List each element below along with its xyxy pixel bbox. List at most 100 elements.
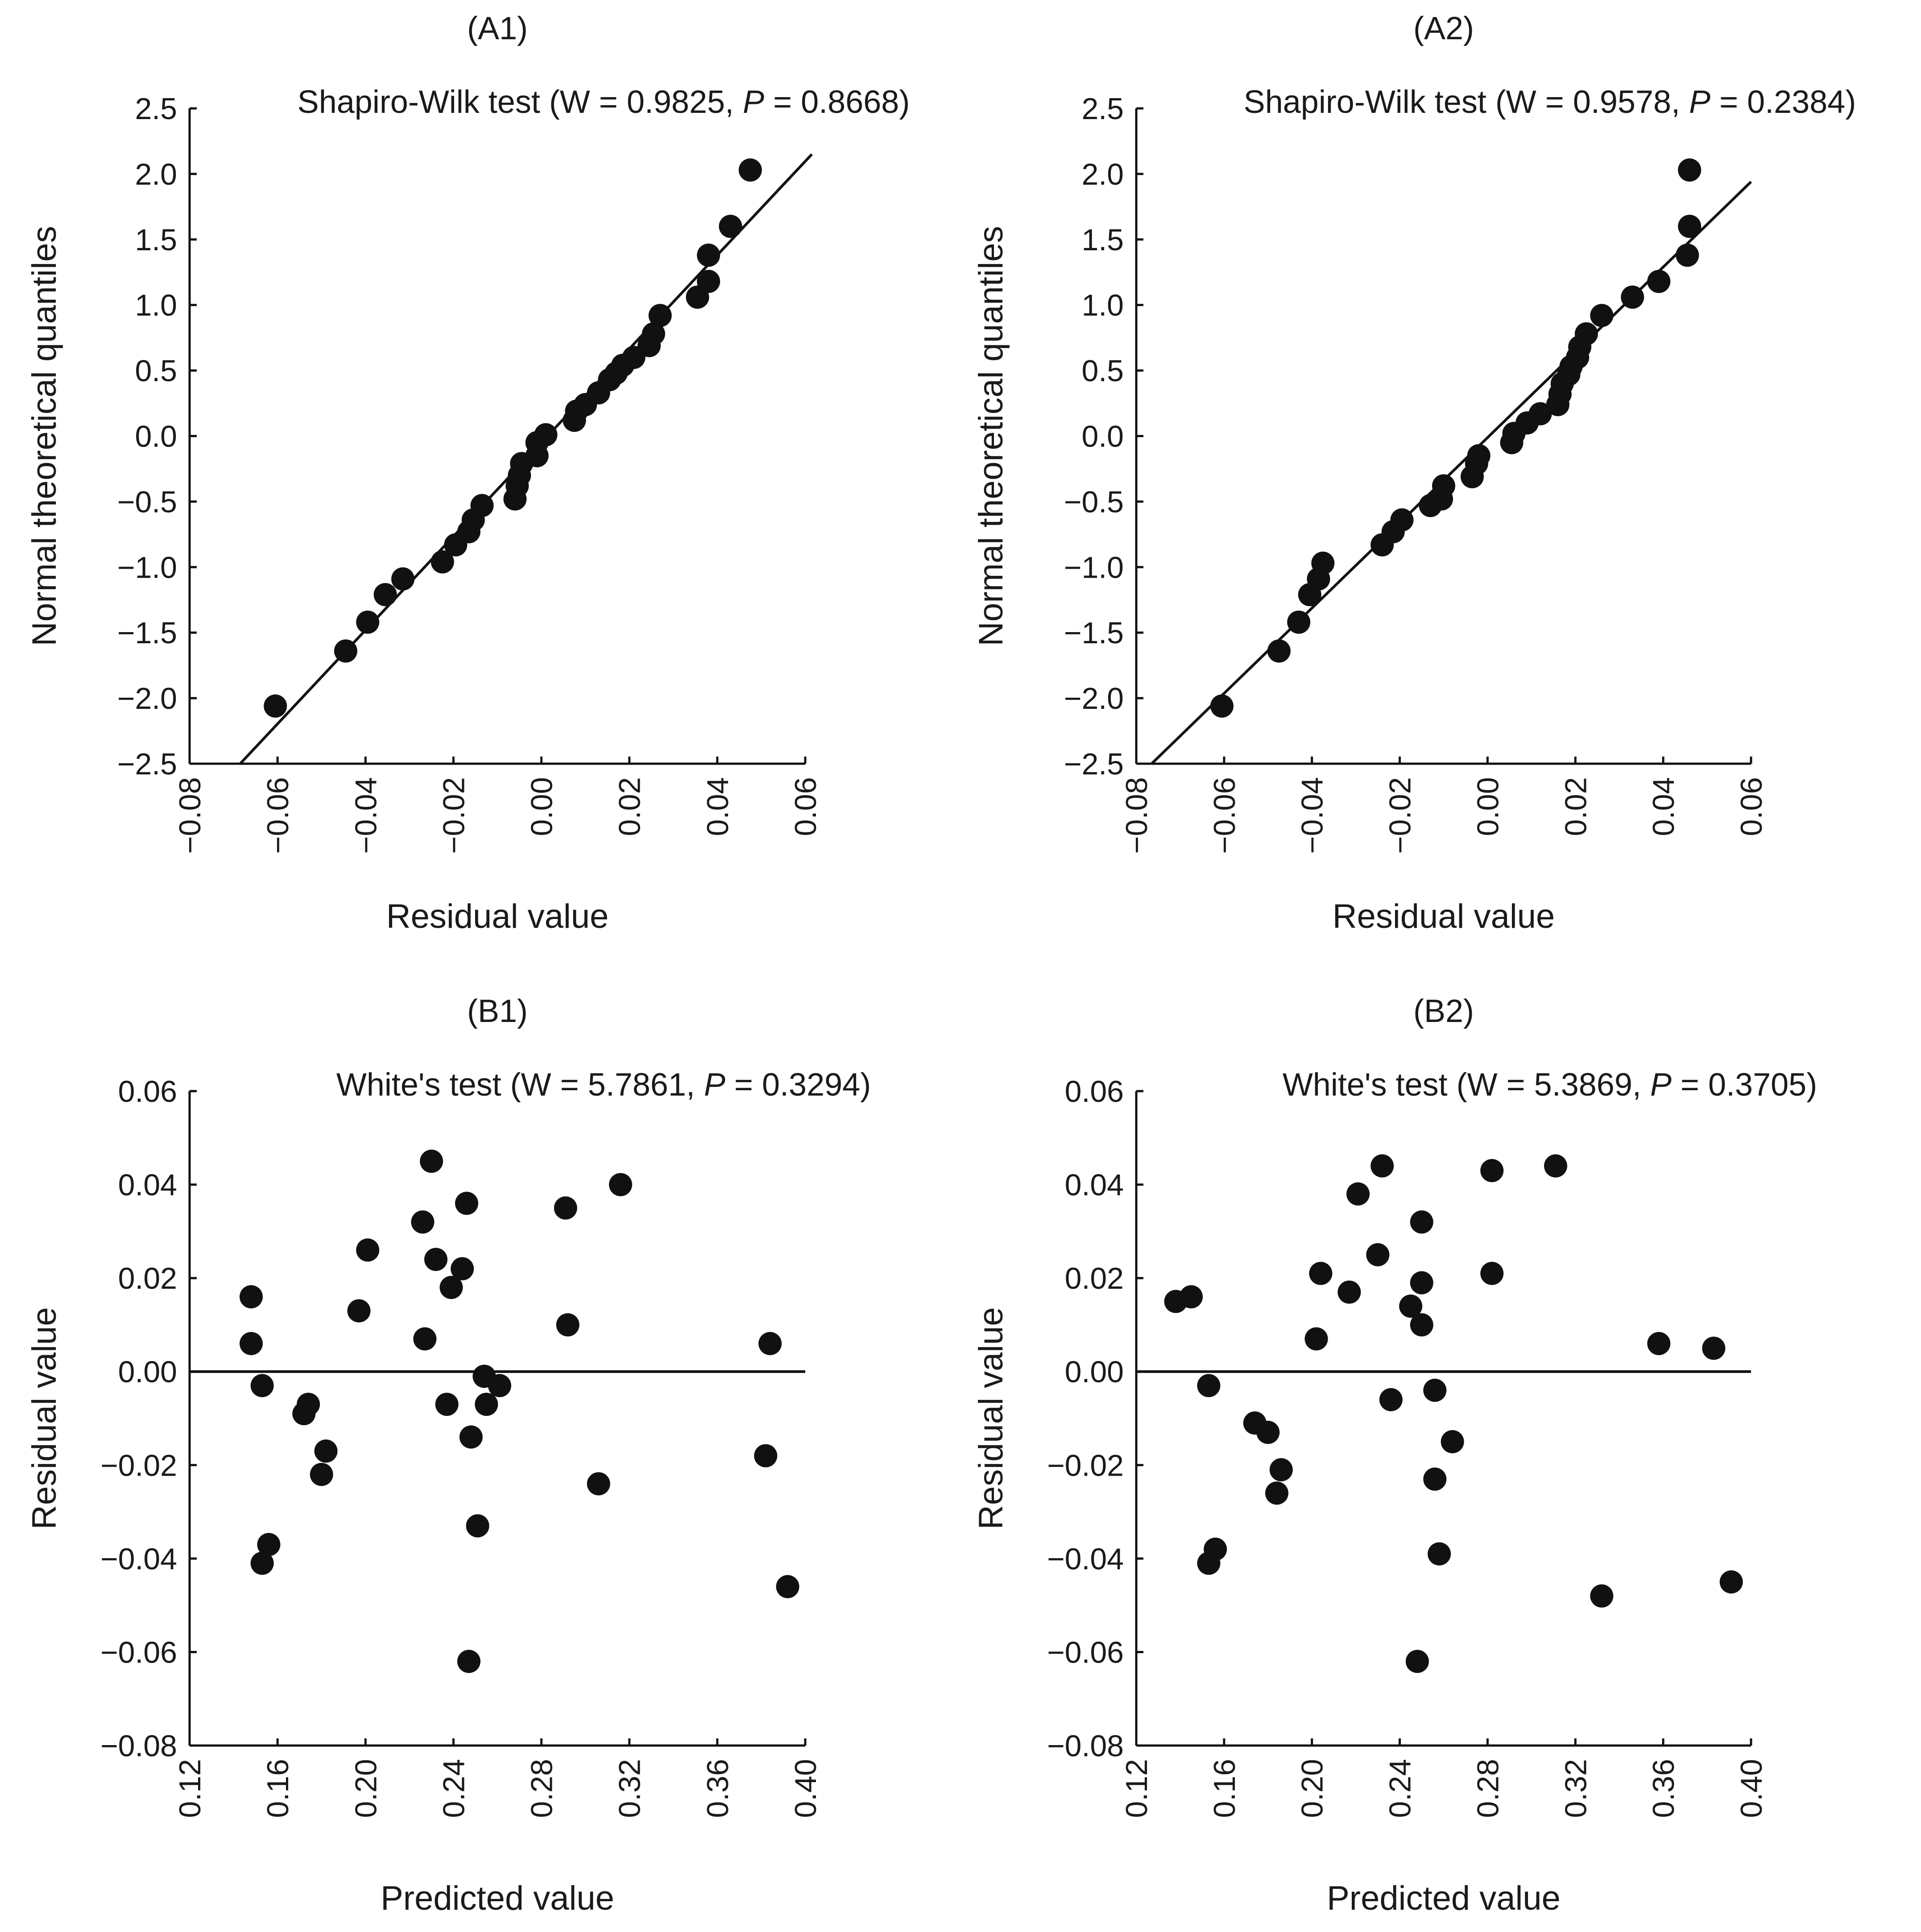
data-point (1311, 551, 1335, 575)
x-tick-label: 0.36 (701, 1759, 735, 1818)
x-tick-label: 0.28 (525, 1759, 559, 1818)
y-tick-label: 0.0 (1081, 420, 1124, 454)
y-tick-label: 0.04 (1065, 1168, 1124, 1202)
data-point (264, 694, 287, 718)
x-tick-label: 0.00 (1471, 777, 1505, 836)
data-point (250, 1551, 274, 1575)
y-tick-label: −0.04 (1047, 1542, 1124, 1576)
y-tick-label: −0.06 (1047, 1635, 1124, 1669)
data-point (1210, 694, 1234, 718)
y-tick-label: −1.5 (117, 616, 177, 650)
data-point (435, 1393, 459, 1416)
x-tick-label: 0.36 (1647, 1759, 1681, 1818)
data-point (1405, 1650, 1429, 1673)
data-point (1410, 1210, 1433, 1234)
x-tick-label: −0.08 (173, 777, 207, 854)
data-point (1647, 269, 1671, 293)
data-point (1399, 1295, 1423, 1318)
y-axis-title: Normal theoretical quantiles (25, 226, 63, 646)
annotation-suffix: = 0.8668) (764, 84, 910, 120)
annotation-p-symbol: P (743, 84, 764, 120)
data-point (250, 1374, 274, 1398)
annotation-suffix: = 0.3294) (725, 1067, 871, 1103)
data-point (1678, 158, 1702, 182)
data-point (297, 1393, 320, 1416)
data-point (1269, 1458, 1293, 1481)
data-point (1337, 1280, 1361, 1304)
y-tick-label: 0.04 (118, 1168, 177, 1202)
data-point (240, 1332, 263, 1355)
data-point (556, 1313, 580, 1336)
data-point (1678, 215, 1702, 238)
x-tick-label: 0.12 (1120, 1759, 1154, 1818)
panels: (A1) 2.5 2.0 1.5 1.0 0.5 0.0 −0.5 −1.0 −1.5 −2.0 −2… (25, 11, 1856, 1917)
x-tick-label: −0.02 (437, 777, 471, 854)
y-tick-label: −0.08 (1047, 1729, 1124, 1763)
panel-label: (B1) (467, 993, 528, 1029)
data-point (1590, 1584, 1614, 1608)
panel-b2: (B2) 0.06 0.04 0.02 0.00 −0.02 −0.04 −0.06 −0.08… (972, 993, 1817, 1917)
data-point (391, 567, 415, 591)
data-point (257, 1533, 281, 1556)
data-point (1590, 304, 1614, 327)
x-tick-label: 0.12 (173, 1759, 207, 1818)
x-tick-label: 0.24 (1383, 1759, 1417, 1818)
x-tick-label: 0.16 (261, 1759, 295, 1818)
data-point (1574, 322, 1598, 346)
x-tick-label: −0.04 (349, 777, 383, 854)
y-tick-label: −1.5 (1064, 616, 1124, 650)
data-point (424, 1248, 447, 1271)
y-tick-label: −2.0 (117, 682, 177, 716)
data-point (1676, 244, 1699, 267)
data-point (642, 322, 665, 346)
panel-a1: (A1) 2.5 2.0 1.5 1.0 0.5 0.0 −0.5 −1.0 −1.5 −2.0 −2… (25, 11, 910, 935)
x-tick-label: 0.00 (525, 777, 559, 836)
x-axis-title: Predicted value (1327, 1879, 1561, 1917)
x-tick-label: 0.06 (789, 777, 823, 836)
y-tick-label: 0.06 (118, 1075, 177, 1109)
data-point (240, 1285, 263, 1309)
y-tick-label: −2.5 (1064, 747, 1124, 781)
data-point (1432, 474, 1455, 498)
y-tick-label: 1.5 (135, 223, 177, 257)
data-point (1410, 1271, 1433, 1295)
y-tick-label: −1.0 (1064, 550, 1124, 584)
data-point (1410, 1313, 1433, 1336)
panel-label: (A2) (1413, 11, 1474, 46)
annotation-prefix: White's test (W = 5.3869, (1283, 1067, 1650, 1103)
annotation-p-symbol: P (1689, 84, 1710, 120)
data-point (1390, 508, 1414, 532)
x-tick-label: −0.08 (1120, 777, 1154, 854)
annotation-prefix: White's test (W = 5.7861, (336, 1067, 704, 1103)
data-point (609, 1173, 632, 1196)
panel-b1: (B1) 0.06 0.04 0.02 0.00 −0.02 −0.04 −0.06 −0.08… (25, 993, 871, 1917)
y-tick-label: 1.0 (135, 289, 177, 323)
x-tick-label: 0.40 (789, 1759, 823, 1818)
data-point (648, 304, 672, 327)
data-point (1204, 1537, 1227, 1561)
x-tick-label: 0.16 (1208, 1759, 1242, 1818)
data-point (697, 244, 720, 267)
data-point (1647, 1332, 1671, 1355)
x-tick-label: 0.04 (1647, 777, 1681, 836)
y-tick-label: 0.00 (118, 1355, 177, 1389)
y-tick-label: 2.0 (1081, 157, 1124, 191)
y-tick-label: −0.5 (117, 485, 177, 519)
data-point (310, 1463, 333, 1486)
data-point (587, 1472, 610, 1496)
data-point (1621, 285, 1644, 309)
y-tick-label: 0.06 (1065, 1075, 1124, 1109)
y-tick-label: 0.02 (118, 1262, 177, 1295)
x-tick-label: 0.06 (1735, 777, 1768, 836)
data-point (413, 1327, 437, 1351)
test-annotation: Shapiro-Wilk test (W = 0.9578, P = 0.238… (1244, 84, 1856, 120)
data-point (1423, 1378, 1447, 1402)
data-point (1366, 1243, 1390, 1266)
data-point (697, 269, 720, 293)
data-point (488, 1374, 511, 1398)
data-point (1528, 402, 1552, 426)
data-point (1467, 444, 1490, 467)
data-point (1702, 1336, 1726, 1360)
y-tick-label: −0.04 (100, 1542, 177, 1576)
